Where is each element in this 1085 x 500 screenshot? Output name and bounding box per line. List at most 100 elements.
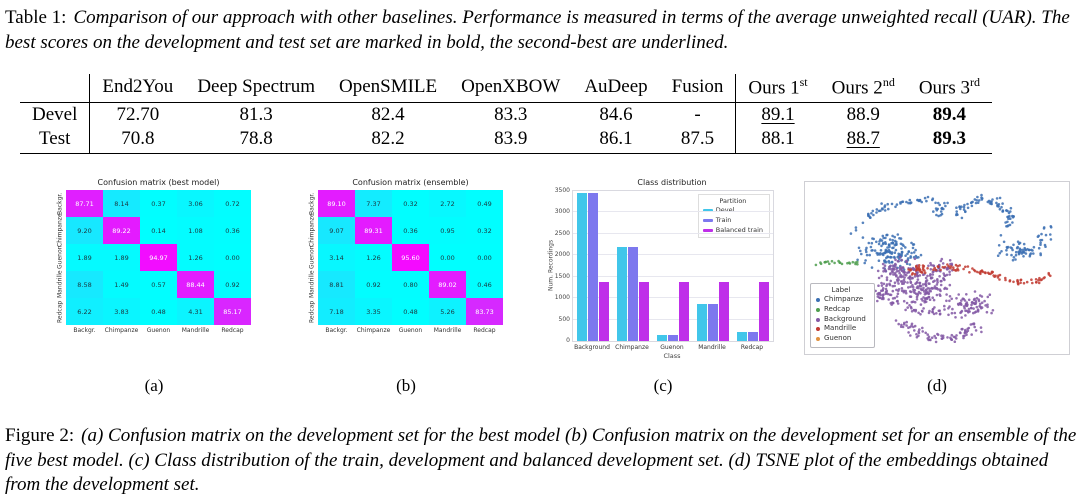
confusion-matrix-best-model-panel: Confusion matrix (best model) Backgr. Chi… (28, 178, 280, 396)
confusion-cell: 95.60 (392, 244, 429, 271)
bar-background-devel (577, 193, 587, 341)
confusion-cell: 0.92 (355, 271, 392, 298)
legend-dot (816, 337, 820, 342)
y-tick-label: 500 (558, 315, 570, 323)
confusion-cell: 0.00 (214, 244, 251, 271)
panel-a-col-labels: Backgr. Chimpanze Guenon Mandrille Redcap (66, 327, 280, 334)
confusion-cell: 3.35 (355, 298, 392, 325)
panel-c-title: Class distribution (637, 178, 707, 187)
gridline (573, 297, 773, 299)
x-tick-label: Background (574, 344, 610, 351)
confusion-cell: 8.14 (103, 190, 140, 217)
legend-swatch (702, 209, 713, 213)
column-header-fusion: Fusion (659, 74, 737, 104)
confusion-cell: 89.31 (355, 217, 392, 244)
tsne-scatter (804, 181, 1070, 355)
legend-swatch (702, 219, 713, 223)
confusion-cell: 0.95 (429, 217, 466, 244)
bar-mandrille-balanced-train (719, 282, 729, 341)
table-cell: 88.1 (735, 127, 820, 155)
panel-c-legend: Partition Devel Train Balanced train (697, 194, 770, 239)
row-label-test: Test (20, 127, 91, 155)
table-cell: 82.4 (371, 104, 405, 126)
panel-c-legend-items: Devel Train Balanced train (702, 206, 763, 235)
confusion-cell: 0.00 (466, 244, 503, 271)
column-header-ours-2: Ours 2nd (819, 74, 907, 104)
gridline (573, 318, 773, 320)
panel-d-legend-items: Chimpanze Redcap Background Mandrille Guenon (816, 295, 866, 344)
table-cell: 84.6 (599, 104, 633, 126)
panel-b-col-labels: Backgr. Chimpanze Guenon Mandrille Redcap (318, 327, 532, 334)
table-cell: 88.9 (846, 104, 880, 126)
column-header-opensmile: OpenSMILE (326, 74, 450, 104)
legend-entry: Mandrille (816, 324, 866, 334)
confusion-cell: 89.10 (318, 190, 355, 217)
confusion-cell: 8.58 (66, 271, 103, 298)
y-tick-label: Mandrille (56, 270, 64, 299)
confusion-cell: 1.89 (66, 244, 103, 271)
x-tick-label: Mandrille (181, 327, 210, 334)
x-tick-label: Chimpanze (615, 344, 649, 351)
confusion-cell: 89.22 (103, 217, 140, 244)
confusion-cell: 0.48 (140, 298, 177, 325)
confusion-cell: 3.14 (318, 244, 355, 271)
confusion-cell: 0.46 (466, 271, 503, 298)
bar-background-train (588, 193, 598, 341)
panel-c-plot-area: Num. Recordings 0 500 1000 1500 2000 2500 3000… (546, 187, 794, 344)
legend-entry: Guenon (816, 334, 866, 344)
bar-guenon-train (668, 334, 678, 341)
column-header-end2you: End2You (89, 74, 186, 104)
legend-label: Devel (715, 206, 735, 214)
bar-redcap-train (748, 332, 758, 341)
legend-entry: Redcap (816, 305, 866, 315)
confusion-cell: 94.97 (140, 244, 177, 271)
table-corner-cell (20, 74, 91, 104)
confusion-cell: 8.81 (318, 271, 355, 298)
legend-dot (816, 327, 820, 332)
panel-c-legend-title: Partition (719, 197, 747, 205)
confusion-cell: 0.57 (140, 271, 177, 298)
y-tick-label: 1500 (554, 272, 570, 280)
table-cell: 82.2 (326, 127, 450, 155)
bar-guenon-devel (657, 334, 667, 341)
confusion-cell: 5.26 (429, 298, 466, 325)
confusion-cell: 7.37 (355, 190, 392, 217)
bar-mandrille-devel (697, 304, 707, 341)
confusion-cell: 2.72 (429, 190, 466, 217)
table-cell: 89.4 (932, 104, 967, 126)
gridline (573, 211, 773, 213)
x-tick-label: Chimpanze (356, 327, 391, 334)
confusion-cell: 0.37 (140, 190, 177, 217)
confusion-cell: 9.20 (66, 217, 103, 244)
confusion-cell: 9.07 (318, 217, 355, 244)
table-caption: Table 1: Comparison of our approach with … (5, 6, 1081, 55)
figure-caption-body: (a) Confusion matrix on the development … (5, 425, 1077, 496)
legend-entry: Background (816, 315, 866, 325)
y-tick-label: 3000 (554, 208, 570, 216)
panel-a-title: Confusion matrix (best model) (97, 178, 220, 187)
confusion-cell: 0.36 (214, 217, 251, 244)
bar-chimpanze-balanced-train (639, 282, 649, 341)
table-cell: 81.3 (239, 104, 273, 126)
tsne-panel: Label Chimpanze Redcap Background Mandrille… (794, 178, 1080, 396)
table-cell: 72.70 (116, 104, 160, 126)
panel-c-plot: Partition Devel Train Balanced train (572, 190, 774, 342)
confusion-cell: 3.83 (103, 298, 140, 325)
y-tick-label: Guenon (308, 245, 316, 270)
x-tick-label: Chimpanze (104, 327, 139, 334)
figure-caption-prefix: Figure 2: (5, 425, 75, 446)
x-tick-label: Mandrille (698, 344, 726, 351)
y-tick-label: Chimpanze (56, 213, 64, 248)
legend-dot (816, 317, 820, 322)
table-cell: 78.8 (185, 127, 327, 155)
table-cell: 88.7 (819, 127, 907, 155)
confusion-cell: 0.00 (429, 244, 466, 271)
panel-a-row-labels: Backgr. Chimpanze Guenon Mandrille Redcap (54, 190, 66, 325)
table-caption-prefix: Table 1: (5, 7, 67, 28)
table-cell: 89.1 (761, 104, 795, 126)
confusion-cell: 88.44 (177, 271, 214, 298)
legend-dot (816, 297, 820, 302)
confusion-cell: 0.72 (214, 190, 251, 217)
table-cell: 86.1 (572, 127, 660, 155)
x-tick-label: Backgr. (325, 327, 348, 334)
